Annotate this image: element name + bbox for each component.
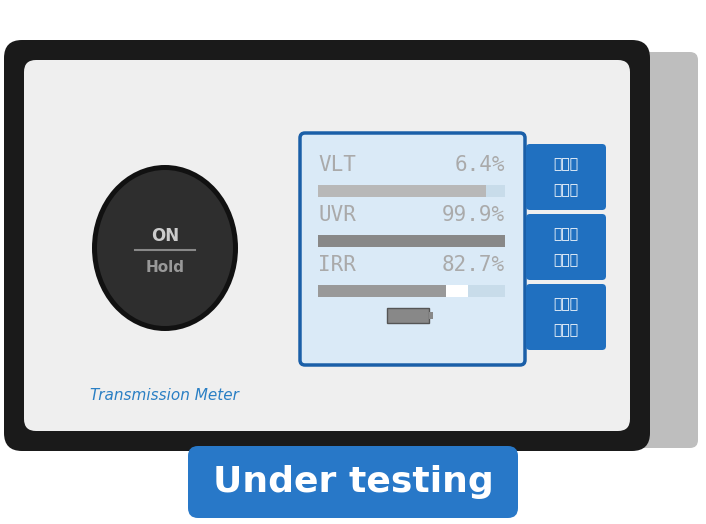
Ellipse shape <box>92 165 238 331</box>
Text: 透过率: 透过率 <box>554 183 578 197</box>
Text: 紫外线: 紫外线 <box>554 227 578 241</box>
Text: Hold: Hold <box>145 260 184 276</box>
Bar <box>318 285 467 297</box>
Text: ON: ON <box>151 227 179 245</box>
Bar <box>318 285 505 297</box>
Text: IRR: IRR <box>318 255 356 275</box>
FancyBboxPatch shape <box>526 284 606 350</box>
FancyBboxPatch shape <box>526 144 606 210</box>
Bar <box>318 185 486 197</box>
Bar <box>387 308 429 323</box>
FancyBboxPatch shape <box>4 40 650 451</box>
Text: 可见光: 可见光 <box>554 157 578 171</box>
FancyBboxPatch shape <box>24 60 630 431</box>
Bar <box>318 235 505 247</box>
Text: 99.9%: 99.9% <box>442 205 505 225</box>
Bar <box>429 312 433 319</box>
Text: 红外线: 红外线 <box>554 297 578 311</box>
Bar <box>445 285 467 297</box>
Ellipse shape <box>97 170 233 326</box>
Text: 82.7%: 82.7% <box>442 255 505 275</box>
FancyBboxPatch shape <box>526 214 606 280</box>
FancyBboxPatch shape <box>300 133 525 365</box>
FancyBboxPatch shape <box>492 52 698 448</box>
Bar <box>318 235 505 247</box>
Text: VLT: VLT <box>318 155 356 175</box>
FancyBboxPatch shape <box>188 446 518 518</box>
Text: 阻隔率: 阻隔率 <box>554 253 578 267</box>
Text: 6.4%: 6.4% <box>455 155 505 175</box>
Text: Under testing: Under testing <box>213 465 493 499</box>
Text: Transmission Meter: Transmission Meter <box>90 388 239 402</box>
Text: 阻隔率: 阻隔率 <box>554 323 578 337</box>
Text: UVR: UVR <box>318 205 356 225</box>
Bar <box>318 185 505 197</box>
